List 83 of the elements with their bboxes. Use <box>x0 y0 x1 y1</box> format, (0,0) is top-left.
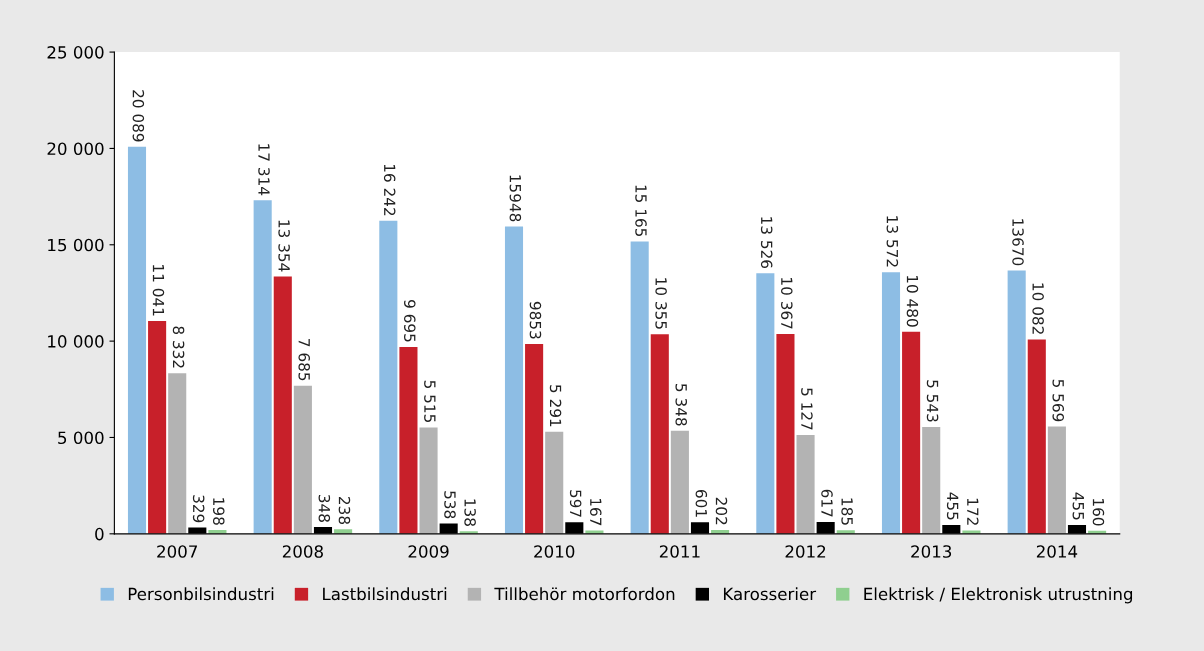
bar <box>419 427 438 534</box>
y-tick-label: 5 000 <box>58 431 104 445</box>
bar <box>650 334 669 534</box>
data-label: 329 <box>192 495 205 523</box>
legend-label: Lastbilsindustri <box>323 587 447 601</box>
bar <box>273 276 292 534</box>
data-label: 5 127 <box>801 388 813 430</box>
data-label: 172 <box>967 498 979 525</box>
x-tick-label: 2011 <box>659 545 700 558</box>
bar <box>630 241 649 534</box>
bar <box>293 385 312 534</box>
data-label: 5 569 <box>1052 379 1065 422</box>
legend-label: Karosserier <box>723 587 817 601</box>
y-tick-label: 0 <box>95 527 104 541</box>
data-label: 238 <box>338 497 351 525</box>
legend-label: Personbilsindustri <box>128 587 274 601</box>
x-tick-label: 2008 <box>282 545 323 558</box>
data-label: 7 685 <box>298 339 310 381</box>
bar <box>1007 270 1026 534</box>
data-label: 597 <box>569 490 582 517</box>
data-label: 185 <box>841 498 853 525</box>
data-label: 202 <box>715 497 728 525</box>
data-label: 17 314 <box>258 144 270 196</box>
data-label: 5 543 <box>926 380 939 422</box>
data-label: 10 082 <box>1032 283 1044 334</box>
bar <box>399 347 418 534</box>
data-label: 13670 <box>1012 219 1024 266</box>
data-label: 455 <box>1072 492 1084 520</box>
data-label: 160 <box>1092 499 1105 526</box>
x-tick-label: 2007 <box>157 545 197 558</box>
x-tick-label: 2010 <box>534 545 575 558</box>
x-tick-label: 2012 <box>785 545 826 558</box>
legend-label: Elektrisk / Elektronisk utrustning <box>864 587 1133 604</box>
data-label: 15948 <box>509 175 522 222</box>
x-tick-label: 2013 <box>911 545 952 558</box>
bar <box>1047 426 1066 534</box>
bar <box>504 226 524 534</box>
data-label: 15 165 <box>635 185 647 237</box>
data-label: 455 <box>946 492 959 520</box>
data-label: 5 515 <box>424 380 436 423</box>
data-label: 9 695 <box>404 300 416 342</box>
bar <box>253 200 272 534</box>
y-tick-label: 25 000 <box>47 46 104 59</box>
data-label: 8 332 <box>172 326 185 368</box>
y-tick-label: 15 000 <box>48 238 104 252</box>
bar <box>148 321 167 534</box>
bar <box>796 435 815 534</box>
data-label: 5 348 <box>675 384 688 426</box>
data-label: 538 <box>444 491 456 519</box>
bar <box>127 146 147 534</box>
y-tick-label: 10 000 <box>48 335 104 348</box>
x-tick-label: 2009 <box>408 545 449 558</box>
data-label: 11 041 <box>152 265 165 316</box>
bar <box>168 373 187 534</box>
bar <box>776 334 795 534</box>
bar <box>902 331 921 534</box>
data-label: 13 354 <box>278 220 290 272</box>
x-tick-label: 2014 <box>1036 545 1078 558</box>
legend-label: Tillbehör motorfordon <box>494 587 675 601</box>
data-label: 10 367 <box>781 278 793 329</box>
data-label: 13 526 <box>760 217 773 269</box>
data-label: 198 <box>212 498 225 525</box>
bar <box>379 220 398 534</box>
data-label: 348 <box>318 494 331 522</box>
data-label: 5 291 <box>549 385 562 427</box>
data-label: 10 480 <box>906 275 919 327</box>
bar <box>881 272 901 534</box>
data-label: 601 <box>695 489 708 517</box>
bar <box>670 430 689 534</box>
data-label: 138 <box>464 499 476 526</box>
data-label: 20 089 <box>132 90 145 142</box>
bar <box>525 343 544 534</box>
data-label: 16 242 <box>383 164 396 216</box>
data-label: 167 <box>590 498 602 526</box>
data-label: 9853 <box>529 301 542 339</box>
bar <box>756 273 775 534</box>
bar <box>922 427 941 534</box>
bar <box>1027 339 1046 534</box>
y-tick-label: 20 000 <box>47 142 104 155</box>
data-label: 10 355 <box>655 278 667 329</box>
data-label: 617 <box>821 489 833 517</box>
bar <box>545 431 564 534</box>
data-label: 13 572 <box>886 216 899 267</box>
